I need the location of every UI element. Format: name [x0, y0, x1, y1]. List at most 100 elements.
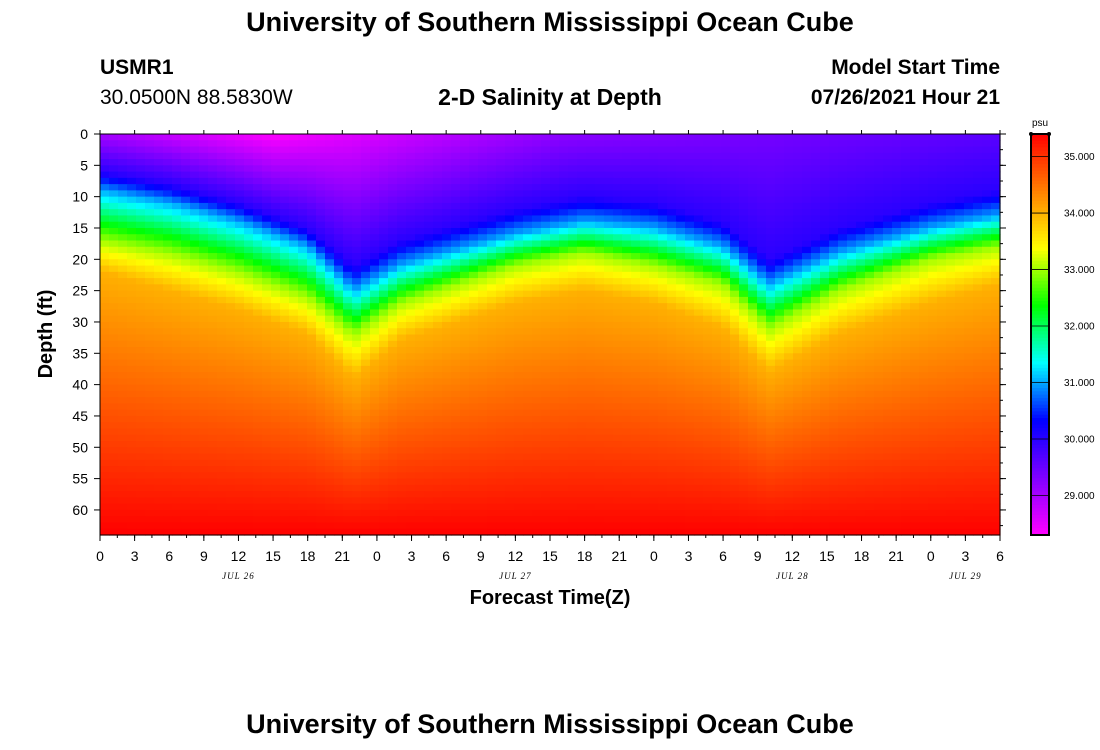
- heatmap-cell: [163, 152, 173, 160]
- heatmap-cell: [721, 315, 731, 323]
- heatmap-cell: [892, 296, 902, 304]
- heatmap-cell: [442, 234, 452, 242]
- heatmap-cell: [145, 347, 155, 354]
- heatmap-cell: [361, 422, 371, 430]
- heatmap-cell: [262, 140, 272, 148]
- heatmap-cell: [622, 409, 632, 417]
- heatmap-cell: [523, 290, 533, 298]
- heatmap-cell: [199, 202, 209, 210]
- heatmap-cell: [190, 403, 200, 411]
- heatmap-cell: [730, 359, 740, 367]
- heatmap-cell: [415, 397, 425, 405]
- heatmap-cell: [595, 334, 605, 342]
- heatmap-cell: [694, 434, 704, 442]
- heatmap-cell: [262, 334, 272, 342]
- heatmap-cell: [388, 328, 398, 336]
- heatmap-cell: [631, 146, 641, 154]
- heatmap-cell: [118, 441, 128, 448]
- heatmap-cell: [964, 196, 974, 204]
- heatmap-cell: [910, 422, 920, 430]
- heatmap-cell: [739, 415, 749, 423]
- heatmap-cell: [694, 271, 704, 279]
- heatmap-cell: [217, 409, 227, 417]
- heatmap-cell: [685, 334, 695, 342]
- heatmap-cell: [289, 240, 299, 248]
- heatmap-cell: [748, 359, 758, 367]
- heatmap-cell: [802, 422, 812, 430]
- heatmap-cell: [928, 397, 938, 405]
- heatmap-cell: [109, 134, 119, 141]
- heatmap-cell: [361, 284, 371, 292]
- heatmap-cell: [235, 265, 245, 273]
- heatmap-cell: [649, 221, 659, 229]
- heatmap-cell: [595, 234, 605, 242]
- heatmap-cell: [622, 196, 632, 204]
- heatmap-cell: [550, 434, 560, 442]
- heatmap-cell: [856, 365, 866, 373]
- heatmap-cell: [388, 140, 398, 148]
- heatmap-cell: [577, 384, 587, 392]
- heatmap-cell: [946, 365, 956, 373]
- heatmap-cell: [379, 378, 389, 386]
- heatmap-cell: [442, 177, 452, 185]
- heatmap-cell: [244, 403, 254, 411]
- heatmap-cell: [649, 441, 659, 448]
- heatmap-cell: [307, 321, 317, 329]
- heatmap-cell: [919, 428, 929, 436]
- heatmap-cell: [649, 328, 659, 336]
- heatmap-cell: [973, 221, 983, 229]
- heatmap-cell: [208, 397, 218, 405]
- heatmap-cell: [370, 434, 380, 442]
- heatmap-cell: [154, 397, 164, 405]
- heatmap-cell: [766, 390, 776, 398]
- heatmap-cell: [703, 215, 713, 223]
- heatmap-cell: [289, 415, 299, 423]
- heatmap-cell: [739, 347, 749, 354]
- heatmap-cell: [712, 415, 722, 423]
- heatmap-cell: [550, 334, 560, 342]
- heatmap-cell: [955, 347, 965, 354]
- heatmap-cell: [208, 409, 218, 417]
- heatmap-cell: [577, 290, 587, 298]
- heatmap-cell: [424, 246, 434, 254]
- heatmap-cell: [505, 265, 515, 273]
- heatmap-cell: [127, 184, 137, 191]
- heatmap-cell: [721, 196, 731, 204]
- heatmap-cell: [964, 190, 974, 198]
- heatmap-cell: [775, 290, 785, 298]
- heatmap-cell: [298, 209, 308, 217]
- heatmap-cell: [757, 321, 767, 329]
- heatmap-cell: [676, 428, 686, 436]
- heatmap-cell: [280, 334, 290, 342]
- heatmap-cell: [829, 434, 839, 442]
- heatmap-cell: [739, 190, 749, 198]
- heatmap-cell: [568, 340, 578, 348]
- heatmap-cell: [298, 221, 308, 229]
- heatmap-cell: [460, 177, 470, 185]
- heatmap-cell: [451, 165, 461, 173]
- heatmap-cell: [406, 397, 416, 405]
- heatmap-cell: [460, 246, 470, 254]
- heatmap-cell: [739, 434, 749, 442]
- heatmap-cell: [928, 134, 938, 141]
- heatmap-cell: [766, 284, 776, 292]
- heatmap-cell: [478, 328, 488, 336]
- heatmap-cell: [361, 259, 371, 267]
- heatmap-cell: [982, 372, 992, 379]
- heatmap-cell: [640, 265, 650, 273]
- heatmap-cell: [172, 209, 182, 217]
- heatmap-cell: [424, 303, 434, 311]
- heatmap-cell: [334, 390, 344, 398]
- heatmap-cell: [262, 253, 272, 260]
- heatmap-cell: [730, 278, 740, 285]
- heatmap-cell: [991, 309, 1001, 317]
- heatmap-cell: [631, 397, 641, 405]
- heatmap-cell: [190, 321, 200, 329]
- heatmap-cell: [370, 253, 380, 260]
- heatmap-cell: [982, 152, 992, 160]
- heatmap-cell: [973, 253, 983, 260]
- heatmap-cell: [280, 397, 290, 405]
- heatmap-cell: [271, 134, 281, 141]
- heatmap-cell: [424, 347, 434, 354]
- heatmap-cell: [838, 422, 848, 430]
